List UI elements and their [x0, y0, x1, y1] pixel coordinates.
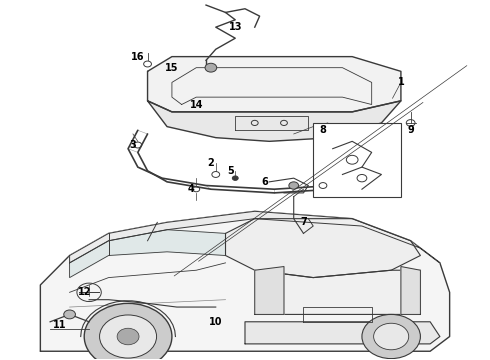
Circle shape — [84, 303, 172, 360]
Text: 6: 6 — [261, 177, 268, 187]
Circle shape — [205, 63, 217, 72]
Polygon shape — [245, 322, 440, 344]
Polygon shape — [255, 266, 284, 314]
Circle shape — [64, 310, 75, 319]
Polygon shape — [147, 101, 401, 141]
Text: 16: 16 — [131, 51, 145, 62]
Circle shape — [362, 314, 420, 359]
Polygon shape — [225, 219, 420, 278]
Text: 1: 1 — [397, 77, 404, 87]
Circle shape — [374, 323, 409, 350]
Circle shape — [99, 315, 157, 358]
Text: 10: 10 — [209, 317, 222, 327]
Polygon shape — [255, 270, 420, 314]
Text: 13: 13 — [228, 22, 242, 32]
Text: 8: 8 — [319, 125, 326, 135]
Text: 3: 3 — [129, 140, 136, 150]
Bar — [313, 123, 401, 197]
Circle shape — [232, 176, 238, 180]
Text: 4: 4 — [188, 184, 195, 194]
Text: 9: 9 — [407, 125, 414, 135]
Circle shape — [117, 328, 139, 345]
Polygon shape — [70, 230, 225, 278]
Text: 14: 14 — [190, 99, 203, 109]
Text: 5: 5 — [227, 166, 234, 176]
Text: 11: 11 — [53, 320, 67, 330]
Polygon shape — [147, 57, 401, 112]
Text: 7: 7 — [300, 217, 307, 228]
Text: 15: 15 — [165, 63, 179, 73]
Text: 12: 12 — [77, 287, 91, 297]
Polygon shape — [40, 211, 450, 351]
Circle shape — [289, 182, 298, 189]
Text: 2: 2 — [208, 158, 214, 168]
Polygon shape — [401, 266, 420, 314]
Polygon shape — [70, 211, 440, 263]
